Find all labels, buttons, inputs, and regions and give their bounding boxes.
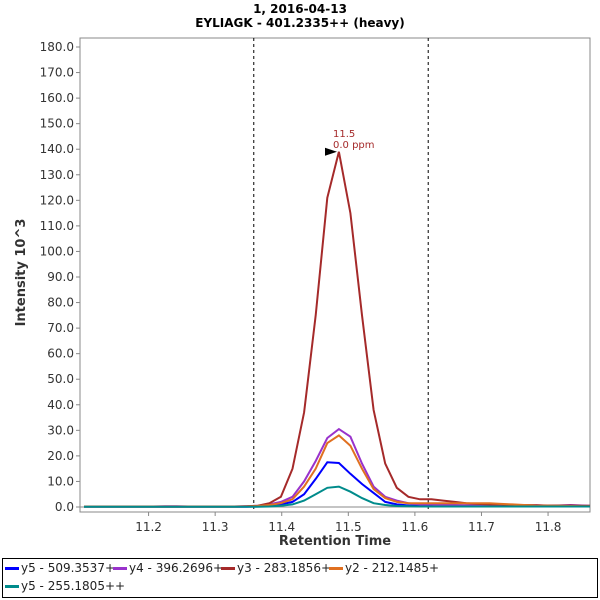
chart-subtitle: EYLIAGK - 401.2335++ (heavy) bbox=[195, 16, 405, 30]
x-axis-label: Retention Time bbox=[279, 534, 391, 549]
legend-item[interactable]: y5 - 255.1805++ bbox=[5, 579, 125, 593]
y-tick-label: 140.0 bbox=[40, 142, 74, 156]
peak-rt-label: 11.5 bbox=[333, 129, 355, 140]
y-tick-label: 120.0 bbox=[40, 193, 74, 207]
legend-swatch bbox=[329, 566, 343, 570]
y-tick-label: 70.0 bbox=[47, 321, 74, 335]
y-tick-label: 170.0 bbox=[40, 66, 74, 80]
legend-swatch bbox=[221, 566, 235, 570]
y-tick-label: 90.0 bbox=[47, 270, 74, 284]
legend-label: y2 - 212.1485+ bbox=[345, 561, 440, 575]
peak-ppm-label: 0.0 ppm bbox=[333, 140, 375, 151]
legend: y5 - 509.3537+ y4 - 396.2696+ y3 - 283.1… bbox=[2, 558, 598, 598]
y-tick-label: 50.0 bbox=[47, 372, 74, 386]
x-tick-label: 11.5 bbox=[335, 520, 362, 534]
legend-swatch bbox=[5, 584, 19, 588]
y-tick-label: 60.0 bbox=[47, 347, 74, 361]
plot-area[interactable]: 0.0 10.0 20.0 30.0 40.0 50.0 60.0 70.0 80.0 90.0 1… bbox=[0, 0, 600, 560]
plot-frame bbox=[79, 37, 591, 513]
legend-label: y5 - 255.1805++ bbox=[21, 579, 126, 593]
y-tick-label: 110.0 bbox=[40, 219, 74, 233]
legend-swatch bbox=[113, 566, 127, 570]
legend-item[interactable]: y3 - 283.1856+ bbox=[221, 561, 331, 575]
y-tick-label: 40.0 bbox=[47, 398, 74, 412]
y-tick-label: 10.0 bbox=[47, 474, 74, 488]
y-axis-label: Intensity 10^3 bbox=[14, 219, 29, 327]
legend-label: y5 - 509.3537+ bbox=[21, 561, 116, 575]
legend-label: y3 - 283.1856+ bbox=[237, 561, 332, 575]
peak-arrow-icon bbox=[324, 147, 337, 156]
x-tick-label: 11.6 bbox=[402, 520, 429, 534]
y-tick-label: 180.0 bbox=[40, 40, 74, 54]
x-tick-label: 11.3 bbox=[202, 520, 229, 534]
x-tick-label: 11.8 bbox=[535, 520, 562, 534]
legend-item[interactable]: y5 - 509.3537+ bbox=[5, 561, 115, 575]
x-tick-label: 11.2 bbox=[135, 520, 162, 534]
y-tick-label: 80.0 bbox=[47, 296, 74, 310]
legend-label: y4 - 396.2696+ bbox=[129, 561, 224, 575]
y-tick-label: 30.0 bbox=[47, 423, 74, 437]
y-tick-label: 130.0 bbox=[40, 168, 74, 182]
legend-swatch bbox=[5, 566, 19, 570]
series-line bbox=[84, 485, 590, 508]
x-tick-label: 11.7 bbox=[468, 520, 495, 534]
y-tick-label: 100.0 bbox=[40, 244, 74, 258]
y-tick-label: 20.0 bbox=[47, 449, 74, 463]
legend-item[interactable]: y2 - 212.1485+ bbox=[329, 561, 439, 575]
y-tick-label: 0.0 bbox=[55, 500, 74, 514]
legend-item[interactable]: y4 - 396.2696+ bbox=[113, 561, 223, 575]
y-tick-label: 150.0 bbox=[40, 117, 74, 131]
chart-title: 1, 2016-04-13 bbox=[253, 2, 347, 16]
x-tick-label: 11.4 bbox=[268, 520, 295, 534]
y-tick-label: 160.0 bbox=[40, 91, 74, 105]
